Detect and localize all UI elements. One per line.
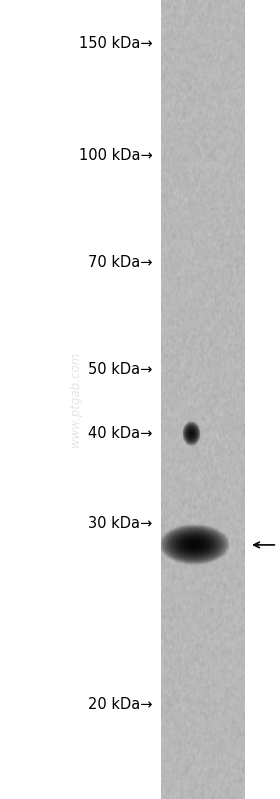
Text: 70 kDa→: 70 kDa→: [88, 255, 153, 269]
Text: 40 kDa→: 40 kDa→: [88, 426, 153, 440]
Text: 20 kDa→: 20 kDa→: [88, 698, 153, 712]
Text: 100 kDa→: 100 kDa→: [79, 149, 153, 163]
Text: www.ptgab.com: www.ptgab.com: [69, 352, 82, 447]
Text: 50 kDa→: 50 kDa→: [88, 362, 153, 376]
Text: 30 kDa→: 30 kDa→: [88, 516, 153, 531]
Text: 150 kDa→: 150 kDa→: [79, 37, 153, 51]
